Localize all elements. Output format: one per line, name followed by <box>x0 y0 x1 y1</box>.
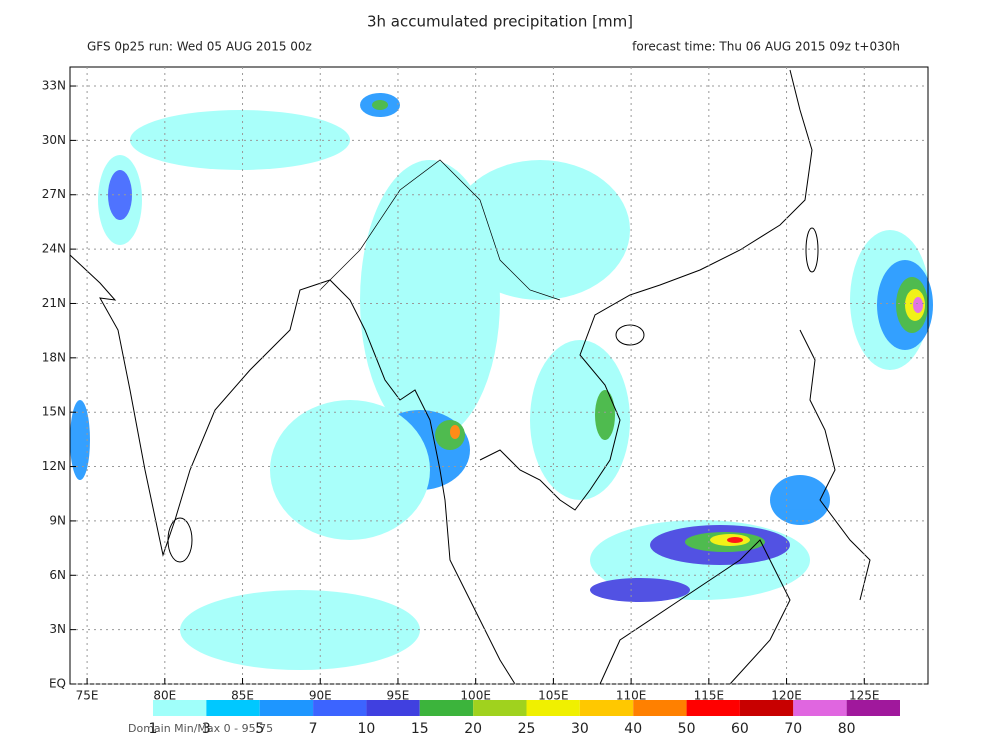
island <box>167 517 193 563</box>
y-tick-label: 18N <box>42 350 66 364</box>
x-tick-label: 85E <box>231 689 254 703</box>
precip-area <box>70 400 90 480</box>
coastline <box>799 329 871 601</box>
y-tick-label: EQ <box>49 677 66 691</box>
y-tick-label: 30N <box>42 133 66 147</box>
x-tick-label: 90E <box>309 689 332 703</box>
precip-area <box>372 100 388 110</box>
forecast-info: forecast time: Thu 06 AUG 2015 09z t+030… <box>632 40 900 54</box>
y-tick-label: 27N <box>42 187 66 201</box>
precip-area <box>595 390 615 440</box>
colorbar-box <box>793 700 847 716</box>
colorbar-box <box>473 700 527 716</box>
colorbar-box <box>206 700 260 716</box>
colorbar-label: 20 <box>464 721 482 737</box>
colorbar-label: 80 <box>838 721 856 737</box>
x-tick-label: 110E <box>616 689 647 703</box>
x-tick-label: 75E <box>76 689 99 703</box>
y-tick-label: 15N <box>42 405 66 419</box>
colorbar-label: 1 <box>149 721 158 737</box>
y-tick-label: 3N <box>49 622 66 636</box>
colorbar-box <box>259 700 314 716</box>
x-tick-label: 115E <box>694 689 725 703</box>
colorbar-label: 7 <box>309 721 318 737</box>
x-tick-label: 80E <box>153 689 176 703</box>
colorbar-label: 40 <box>624 721 642 737</box>
y-tick-label: 6N <box>49 568 66 582</box>
colorbar-label: 3 <box>202 721 211 737</box>
colorbar-label: 5 <box>255 721 264 737</box>
precip-area <box>770 475 830 525</box>
colorbar-box <box>846 700 900 716</box>
y-tick-label: 9N <box>49 513 66 527</box>
x-tick-label: 100E <box>460 689 491 703</box>
domain-minmax: Domain Min/Max 0 - 95.75 <box>128 722 273 735</box>
colorbar-box <box>526 700 580 716</box>
colorbar-label: 60 <box>731 721 749 737</box>
colorbar-box <box>366 700 420 716</box>
y-tick-label: 12N <box>42 459 66 473</box>
island <box>805 227 819 273</box>
x-tick-label: 125E <box>849 689 880 703</box>
x-tick-label: 105E <box>538 689 569 703</box>
coastline <box>599 539 791 685</box>
precipitation-field <box>70 93 933 670</box>
border <box>319 159 561 301</box>
y-tick-label: 24N <box>42 242 66 256</box>
coastline <box>69 254 516 685</box>
colorbar-label: 70 <box>784 721 802 737</box>
colorbar-box <box>579 700 634 716</box>
colorbar-box <box>313 700 367 716</box>
x-tick-label: 95E <box>387 689 410 703</box>
colorbar-box <box>739 700 794 716</box>
precip-area <box>913 297 923 313</box>
precip-area <box>450 425 460 439</box>
map-frame <box>69 66 929 685</box>
y-tick-label: 21N <box>42 296 66 310</box>
colorbar-label: 10 <box>358 721 376 737</box>
island <box>615 324 645 346</box>
title: 3h accumulated precipitation [mm] <box>367 13 633 31</box>
coastline <box>479 69 813 511</box>
run-info: GFS 0p25 run: Wed 05 AUG 2015 00z <box>87 40 312 54</box>
colorbar-box <box>633 700 687 716</box>
x-tick-label: 120E <box>771 689 802 703</box>
colorbar-box <box>153 700 207 716</box>
precip-area <box>727 537 743 543</box>
precip-area <box>270 400 430 540</box>
coastlines <box>69 69 871 685</box>
precip-area <box>435 420 465 450</box>
colorbar-box <box>686 700 740 716</box>
y-tick-label: 33N <box>42 79 66 93</box>
colorbar-box <box>419 700 474 716</box>
colorbar-label: 30 <box>571 721 589 737</box>
precip-area <box>450 160 630 300</box>
colorbar-label: 50 <box>678 721 696 737</box>
colorbar-label: 25 <box>518 721 536 737</box>
precip-area <box>590 578 690 602</box>
precip-area <box>530 340 630 500</box>
colorbar-label: 15 <box>411 721 429 737</box>
